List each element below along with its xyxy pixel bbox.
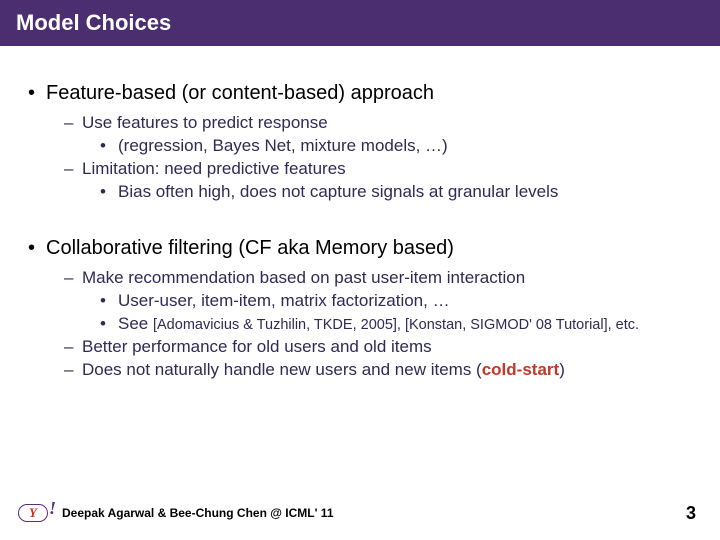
yahoo-logo-icon: Y !	[18, 500, 52, 526]
bullet-feature-based: Feature-based (or content-based) approac…	[28, 82, 692, 105]
bullet-user-item: User-user, item-item, matrix factorizati…	[28, 291, 692, 311]
slide-content: Feature-based (or content-based) approac…	[0, 46, 720, 380]
bullet-cold-start: Does not naturally handle new users and …	[28, 360, 692, 380]
bullet-use-features: Use features to predict response	[28, 113, 692, 133]
footer-left: Y ! Deepak Agarwal & Bee-Chung Chen @ IC…	[18, 500, 334, 526]
slide-title: Model Choices	[16, 10, 171, 36]
bullet-recommendation: Make recommendation based on past user-i…	[28, 268, 692, 288]
logo-pill: Y	[18, 504, 48, 522]
bullet-see-refs: See [Adomavicius & Tuzhilin, TKDE, 2005]…	[28, 314, 692, 334]
bullet-limitation: Limitation: need predictive features	[28, 159, 692, 179]
logo-bang: !	[49, 498, 56, 519]
footer-authors: Deepak Agarwal & Bee-Chung Chen @ ICML' …	[62, 506, 334, 520]
refs-text: [Adomavicius & Tuzhilin, TKDE, 2005], [K…	[153, 317, 639, 333]
spacer	[28, 205, 692, 223]
slide-title-bar: Model Choices	[0, 0, 720, 46]
bullet-bias: Bias often high, does not capture signal…	[28, 182, 692, 202]
bullet-cf: Collaborative filtering (CF aka Memory b…	[28, 237, 692, 260]
page-number: 3	[686, 503, 696, 524]
see-text: See	[118, 314, 153, 333]
cold-start-prefix: Does not naturally handle new users and …	[82, 360, 482, 379]
bullet-regression: (regression, Bayes Net, mixture models, …	[28, 136, 692, 156]
logo-y: Y	[29, 505, 37, 521]
cold-start-suffix: )	[559, 360, 565, 379]
cold-start-term: cold-start	[482, 360, 559, 379]
bullet-better-perf: Better performance for old users and old…	[28, 337, 692, 357]
slide-footer: Y ! Deepak Agarwal & Bee-Chung Chen @ IC…	[0, 500, 720, 526]
